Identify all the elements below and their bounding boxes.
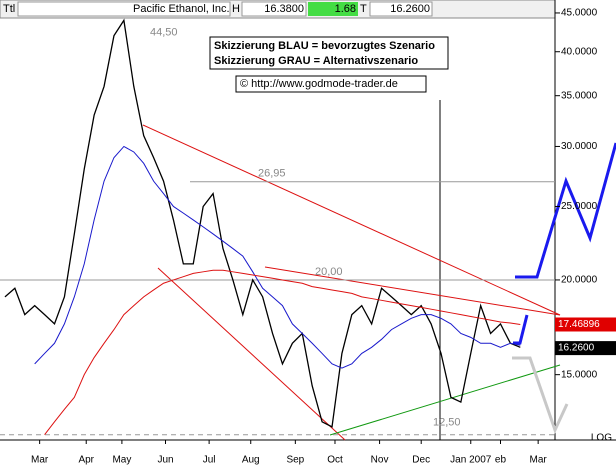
high: 16.3800 bbox=[264, 3, 304, 15]
x-tick-label: Mar bbox=[31, 455, 49, 466]
copyright: © http://www.godmode-trader.de bbox=[240, 78, 398, 90]
x-tick-label: Dec bbox=[412, 455, 430, 466]
downtrend-line bbox=[142, 124, 561, 316]
x-tick-label: Jan 2007 bbox=[450, 455, 492, 466]
high-label: H bbox=[232, 3, 240, 15]
high-field bbox=[241, 1, 307, 17]
copyright-frame bbox=[235, 75, 427, 93]
note: Skizzierung BLAU = bevorzugtes Szenario bbox=[214, 40, 435, 52]
change-field bbox=[308, 2, 358, 16]
x-tick-label: May bbox=[112, 455, 131, 466]
series-line bbox=[44, 269, 521, 435]
price-tag bbox=[555, 341, 616, 356]
change: 1.68 bbox=[335, 3, 356, 15]
plot: 44,50 26,95 20,00 12,50 15.0000 20.0000 25.000… bbox=[0, 8, 616, 466]
header: Ttl Pacific Ethanol, Inc. H 16.3800 1.68… bbox=[0, 0, 556, 19]
resistance-line bbox=[264, 266, 561, 316]
x-tick-label: Mar bbox=[530, 455, 548, 466]
channel-line bbox=[157, 267, 346, 441]
last: 16.2600 bbox=[390, 3, 430, 15]
x-tick-label: eb bbox=[495, 455, 507, 466]
y-tick-label: 20.0000 bbox=[561, 275, 598, 286]
note-frame bbox=[209, 36, 449, 70]
gray-scenario bbox=[512, 356, 569, 435]
y-tick-label: 25.0000 bbox=[561, 201, 598, 212]
level-label: 44,50 bbox=[150, 27, 178, 39]
y-tick-label: 15.0000 bbox=[561, 369, 598, 380]
price-tag-label: 16.2600 bbox=[558, 343, 595, 354]
level-label: 12,50 bbox=[433, 417, 461, 429]
x-tick-label: Aug bbox=[242, 455, 260, 466]
x-tick-label: Oct bbox=[327, 455, 343, 466]
y-tick-label: 40.0000 bbox=[561, 46, 598, 57]
blue-scenario bbox=[515, 142, 616, 279]
x-tick-label: Nov bbox=[371, 455, 389, 466]
log-label: LOG bbox=[591, 433, 612, 444]
level-label: 20,00 bbox=[315, 266, 343, 278]
last-label: T bbox=[360, 3, 367, 15]
y-tick-label: 30.0000 bbox=[561, 141, 598, 152]
blue-scenario-short bbox=[513, 314, 529, 345]
x-tick-label: Apr bbox=[78, 455, 94, 466]
level-label: 26,95 bbox=[258, 168, 286, 180]
support-line bbox=[329, 364, 561, 436]
price-tag bbox=[555, 317, 616, 332]
x-tick-label: Jul bbox=[203, 455, 216, 466]
name: Pacific Ethanol, Inc. bbox=[133, 3, 230, 15]
series-line bbox=[34, 145, 521, 369]
y-tick-label: 35.0000 bbox=[561, 90, 598, 101]
x-tick-label: Jun bbox=[157, 455, 173, 466]
name-field bbox=[17, 1, 231, 17]
note: Skizzierung GRAU = Alternativszenario bbox=[214, 55, 418, 67]
symbol: Ttl bbox=[3, 3, 15, 15]
x-tick-label: Sep bbox=[286, 455, 304, 466]
y-tick-label: 45.0000 bbox=[561, 8, 598, 19]
last-field bbox=[369, 1, 433, 17]
price-tag-label: 17.46896 bbox=[558, 319, 600, 330]
trendlines bbox=[142, 124, 616, 441]
note-box: Skizzierung BLAU = bevorzugtes Szenario … bbox=[209, 36, 449, 93]
series-line bbox=[4, 18, 521, 428]
